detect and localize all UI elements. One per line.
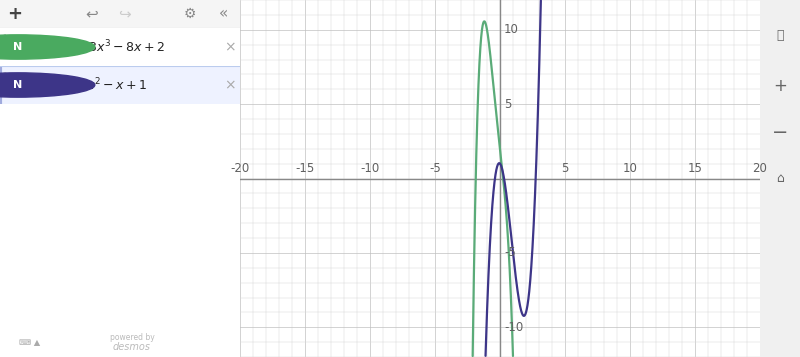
Text: -10: -10	[504, 321, 523, 334]
Text: ×: ×	[225, 78, 236, 92]
Text: desmos: desmos	[113, 342, 151, 352]
Text: -10: -10	[360, 162, 380, 175]
Text: -20: -20	[230, 162, 250, 175]
Text: ⚙: ⚙	[183, 7, 196, 21]
Text: 15: 15	[687, 162, 702, 175]
Text: N: N	[14, 80, 22, 90]
Text: +: +	[7, 5, 22, 23]
Text: +: +	[773, 77, 787, 95]
Text: -5: -5	[429, 162, 441, 175]
Text: ↪: ↪	[118, 6, 131, 21]
Text: ⌂: ⌂	[776, 172, 784, 185]
Text: «: «	[218, 6, 228, 21]
Text: 10: 10	[622, 162, 638, 175]
Text: ⌨ ▲: ⌨ ▲	[19, 338, 41, 347]
Text: -15: -15	[295, 162, 314, 175]
Text: 20: 20	[753, 162, 767, 175]
Circle shape	[0, 73, 94, 97]
Text: N: N	[14, 42, 22, 52]
Text: 10: 10	[504, 23, 518, 36]
Text: powered by: powered by	[110, 333, 154, 342]
Text: 5: 5	[504, 97, 511, 111]
Text: 2: 2	[2, 72, 6, 78]
Circle shape	[0, 35, 94, 59]
Text: ×: ×	[225, 40, 236, 54]
Text: 🔧: 🔧	[776, 29, 784, 42]
Text: -5: -5	[504, 246, 516, 260]
Text: $-3x^4 - 3x^3 - 8x + 2$: $-3x^4 - 3x^3 - 8x + 2$	[41, 39, 165, 55]
Text: −: −	[772, 122, 788, 142]
Text: 1: 1	[2, 34, 7, 40]
Text: $3x^3 - 8x^2 - x + 1$: $3x^3 - 8x^2 - x + 1$	[41, 77, 146, 93]
Text: ↩: ↩	[85, 6, 98, 21]
Text: 5: 5	[562, 162, 569, 175]
